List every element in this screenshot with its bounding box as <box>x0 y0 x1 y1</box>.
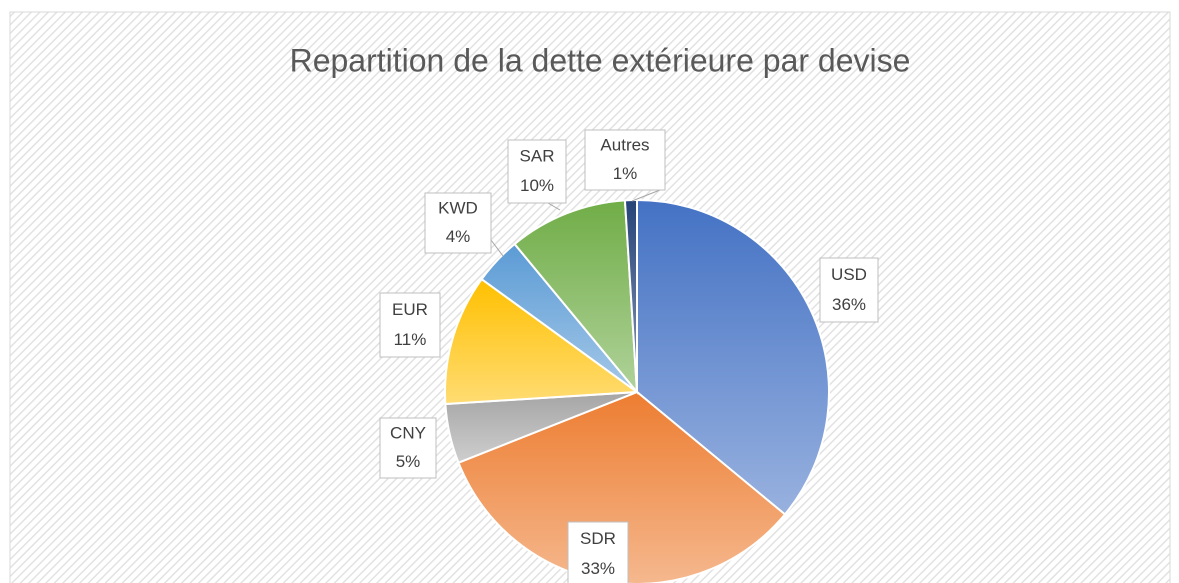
leader-line <box>547 202 561 211</box>
leader-line <box>631 189 661 202</box>
slice-category-label: SDR <box>580 529 616 548</box>
pie-slice <box>513 199 639 396</box>
label-box <box>819 257 879 323</box>
slice-category-label: CNY <box>390 424 426 443</box>
label-box <box>424 192 492 254</box>
slice-value-label: 11% <box>394 330 427 349</box>
slice-value-label: 33% <box>581 559 615 578</box>
label-box <box>507 139 567 204</box>
slice-category-label: EUR <box>392 300 428 319</box>
label-box <box>567 521 629 583</box>
slice-value-label: 36% <box>832 295 866 314</box>
slice-value-label: 1% <box>613 164 638 183</box>
pie-slice <box>636 198 830 516</box>
pie-slice <box>444 277 640 406</box>
slice-category-label: Autres <box>600 136 649 155</box>
pie-slice <box>623 198 638 393</box>
leader-line <box>490 239 504 257</box>
slice-category-label: SAR <box>520 146 555 165</box>
label-box <box>379 417 437 479</box>
slice-category-label: KWD <box>438 199 478 218</box>
label-box <box>584 129 666 191</box>
label-box <box>379 292 441 358</box>
slice-value-label: 4% <box>446 227 471 246</box>
slice-value-label: 10% <box>520 176 554 195</box>
chart-title: Repartition de la dette extérieure par d… <box>290 42 911 78</box>
slice-value-label: 5% <box>396 452 421 471</box>
slice-category-label: USD <box>831 265 867 284</box>
